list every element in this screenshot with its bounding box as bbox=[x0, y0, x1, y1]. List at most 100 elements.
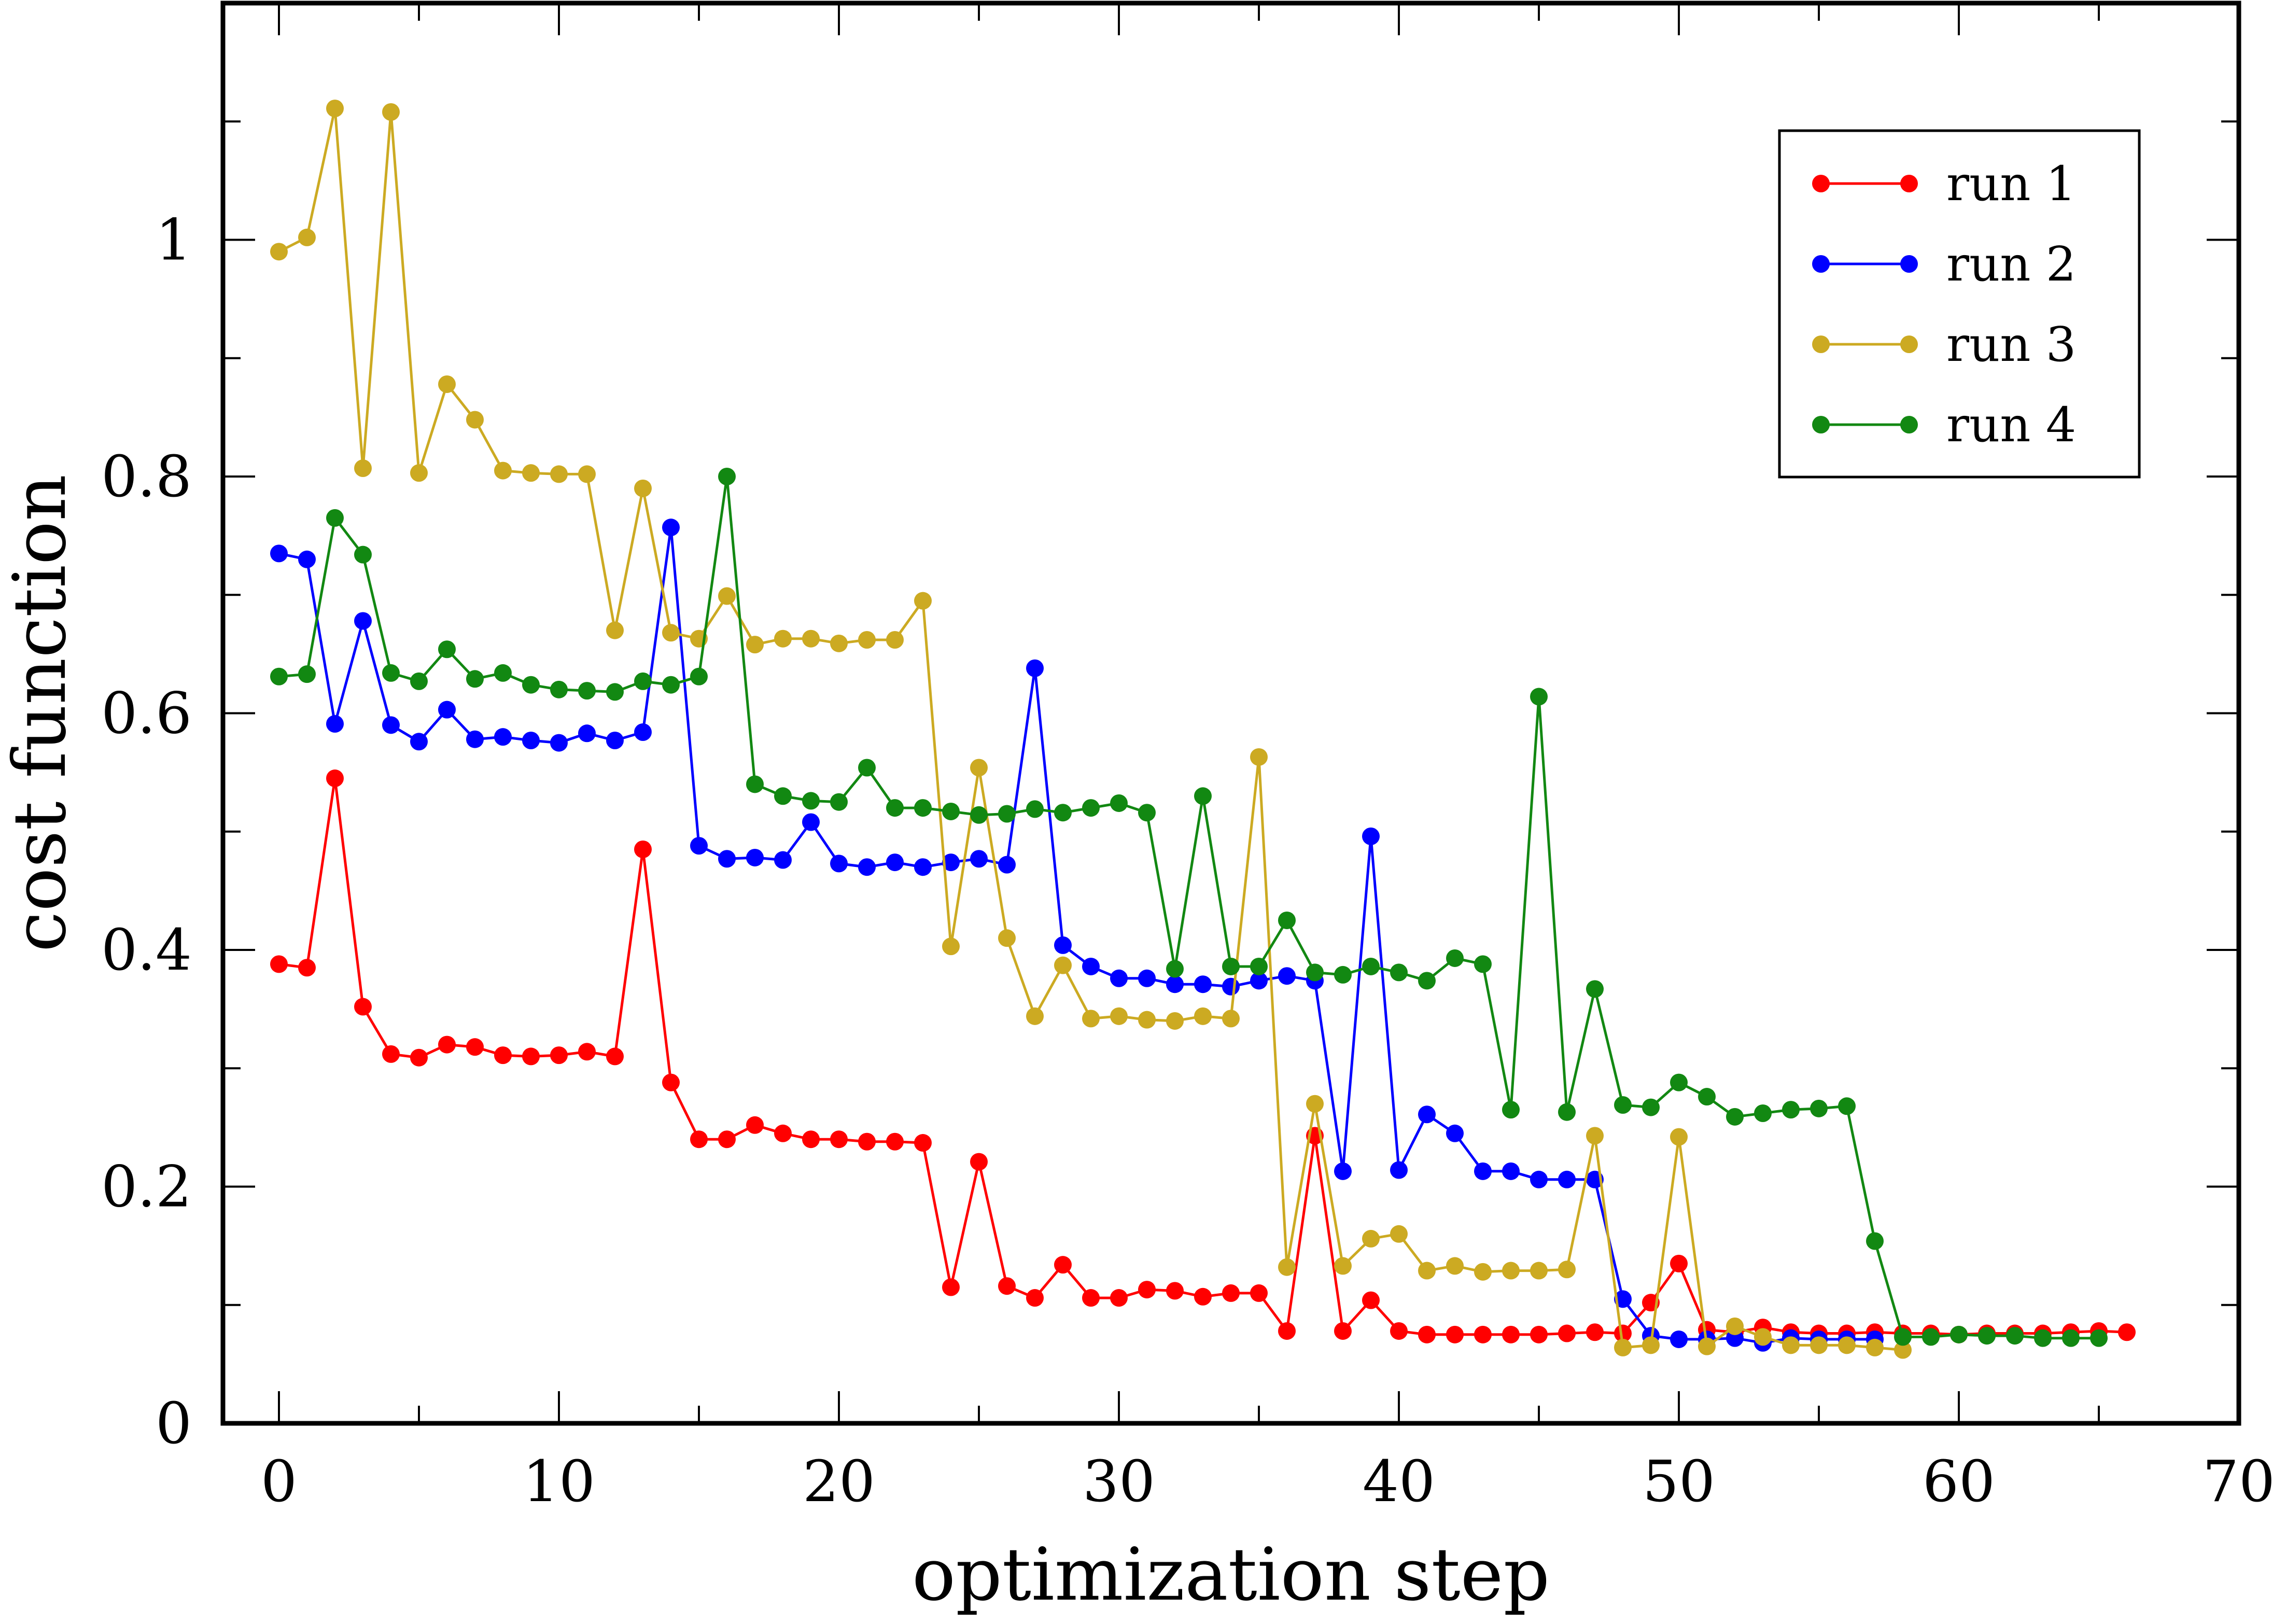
data-point bbox=[1866, 1338, 1884, 1356]
data-point bbox=[1950, 1325, 1968, 1343]
axis-ticks bbox=[223, 3, 2240, 1424]
data-point bbox=[634, 840, 652, 858]
data-point bbox=[886, 1132, 904, 1151]
data-point bbox=[270, 955, 288, 973]
data-point bbox=[886, 853, 904, 872]
data-point bbox=[382, 716, 400, 734]
data-point bbox=[578, 465, 596, 483]
data-point bbox=[1418, 1105, 1436, 1124]
data-point bbox=[1138, 1281, 1156, 1299]
data-point bbox=[830, 793, 848, 811]
data-point bbox=[914, 1134, 932, 1152]
y-tick-label: 0.8 bbox=[101, 443, 192, 510]
data-point bbox=[1054, 956, 1072, 974]
data-point bbox=[1390, 1161, 1408, 1179]
data-point bbox=[774, 1124, 792, 1142]
data-point bbox=[1474, 1325, 1492, 1343]
series-4 bbox=[270, 468, 2108, 1347]
data-point bbox=[858, 631, 876, 649]
data-point bbox=[998, 856, 1016, 874]
data-point bbox=[606, 1047, 624, 1066]
data-point bbox=[998, 805, 1016, 823]
data-point bbox=[1642, 1336, 1660, 1354]
data-point bbox=[382, 664, 400, 682]
data-point bbox=[1222, 977, 1240, 996]
data-point bbox=[802, 813, 820, 831]
data-point bbox=[1894, 1341, 1912, 1359]
data-point bbox=[1838, 1336, 1856, 1354]
y-tick-label: 0.6 bbox=[101, 680, 192, 747]
data-point bbox=[746, 636, 764, 654]
data-point bbox=[1698, 1088, 1716, 1106]
data-point bbox=[1110, 1007, 1128, 1025]
data-point bbox=[1866, 1232, 1884, 1250]
data-point bbox=[942, 853, 960, 872]
data-point bbox=[1614, 1290, 1632, 1308]
data-point bbox=[1390, 963, 1408, 982]
tick-labels: 0 10 20 30 40 50 60 70 0 0.2 0.4 0.6 0.8 1 bbox=[101, 207, 2275, 1515]
data-point bbox=[606, 683, 624, 701]
data-point bbox=[466, 670, 484, 688]
data-point bbox=[1670, 1073, 1688, 1091]
legend-entry: run 1 bbox=[1812, 156, 2076, 212]
data-point bbox=[1754, 1328, 1772, 1346]
data-point bbox=[1250, 972, 1268, 990]
data-point bbox=[1614, 1324, 1632, 1342]
legend-label: run 1 bbox=[1946, 156, 2076, 212]
x-tick-label: 70 bbox=[2203, 1448, 2275, 1515]
data-point bbox=[270, 544, 288, 563]
data-point bbox=[438, 375, 456, 393]
data-point bbox=[718, 468, 736, 485]
data-point bbox=[1558, 1324, 1576, 1342]
data-point bbox=[1082, 1010, 1100, 1028]
data-point bbox=[774, 851, 792, 869]
data-point bbox=[410, 464, 428, 482]
data-point bbox=[270, 667, 288, 685]
legend-marker bbox=[1900, 416, 1918, 433]
data-point bbox=[1334, 1162, 1352, 1180]
data-point bbox=[550, 465, 568, 483]
data-point bbox=[1502, 1325, 1520, 1343]
data-point bbox=[690, 1130, 708, 1149]
data-point bbox=[1670, 1128, 1688, 1146]
data-point bbox=[1250, 1284, 1268, 1302]
data-point bbox=[466, 730, 484, 748]
data-point bbox=[1054, 804, 1072, 822]
data-point bbox=[1306, 1095, 1324, 1113]
x-tick-label: 60 bbox=[1923, 1448, 1995, 1515]
data-point bbox=[1166, 975, 1184, 993]
data-point bbox=[1530, 1325, 1548, 1343]
data-point bbox=[298, 665, 316, 683]
data-point bbox=[494, 664, 512, 682]
legend-marker bbox=[1812, 255, 1830, 273]
data-point bbox=[1138, 1011, 1156, 1029]
data-point bbox=[1446, 1257, 1464, 1275]
data-point bbox=[830, 634, 848, 652]
data-point bbox=[1194, 1007, 1212, 1025]
data-point bbox=[410, 1048, 428, 1067]
data-point bbox=[1418, 1262, 1436, 1280]
data-point bbox=[1418, 972, 1436, 990]
data-point bbox=[830, 1130, 848, 1149]
data-point bbox=[1166, 960, 1184, 978]
legend-marker bbox=[1812, 175, 1830, 192]
data-point bbox=[326, 509, 344, 527]
data-point bbox=[746, 1116, 764, 1134]
x-tick-label: 30 bbox=[1083, 1448, 1155, 1515]
legend-marker bbox=[1900, 335, 1918, 353]
plot-frame bbox=[220, 1, 2241, 1426]
data-point bbox=[298, 228, 316, 246]
data-point bbox=[326, 100, 344, 118]
data-point bbox=[1278, 1258, 1296, 1276]
data-point bbox=[858, 759, 876, 777]
data-point bbox=[1698, 1337, 1716, 1355]
data-point bbox=[746, 848, 764, 866]
data-point bbox=[494, 728, 512, 746]
legend-entry: run 3 bbox=[1812, 317, 2076, 372]
data-point bbox=[578, 1043, 596, 1061]
series-layer bbox=[270, 100, 2136, 1359]
data-point bbox=[1670, 1254, 1688, 1272]
data-point bbox=[1446, 949, 1464, 967]
data-point bbox=[1502, 1262, 1520, 1280]
